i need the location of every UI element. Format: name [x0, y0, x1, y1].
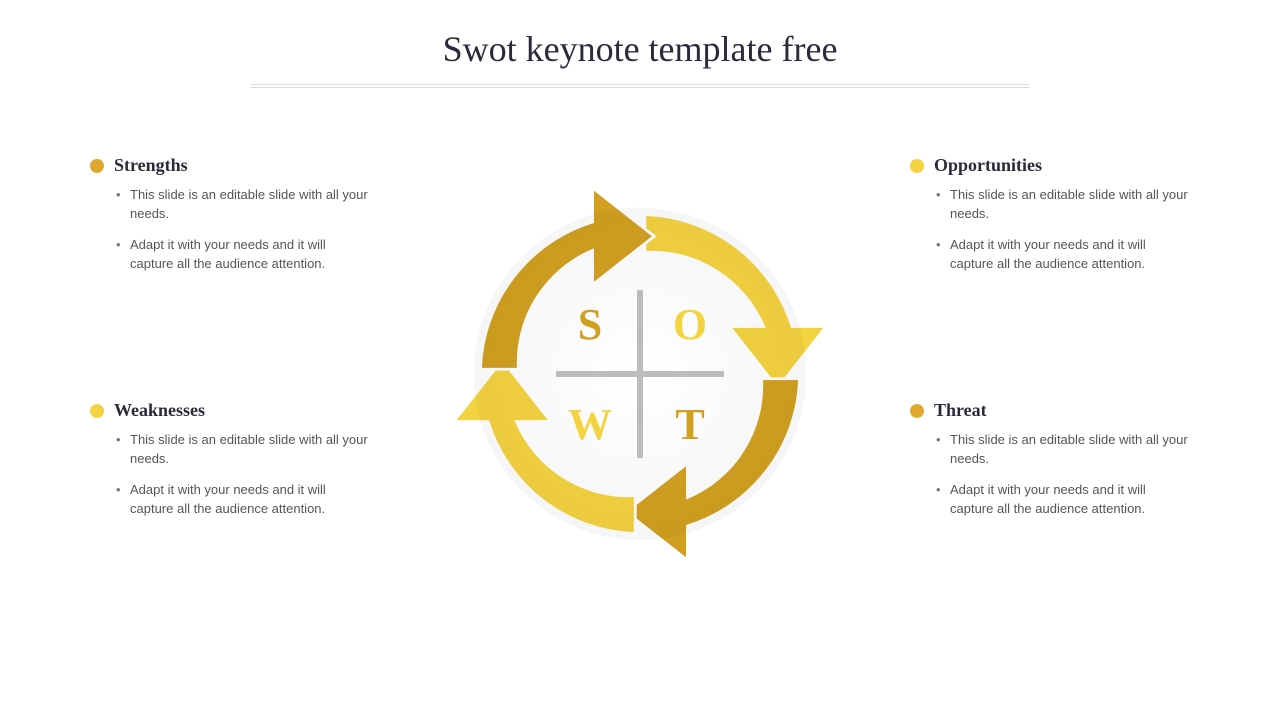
quadrant-threat: Threat This slide is an editable slide wi… [910, 400, 1190, 530]
quadrant-header: Threat [910, 400, 1190, 421]
title-divider [250, 84, 1030, 88]
quadrant-weaknesses: Weaknesses This slide is an editable slid… [90, 400, 370, 530]
letter-w: W [540, 374, 640, 474]
quadrant-bullets: This slide is an editable slide with all… [910, 186, 1190, 273]
quadrant-bullets: This slide is an editable slide with all… [90, 186, 370, 273]
quadrant-header: Weaknesses [90, 400, 370, 421]
quadrant-title: Strengths [114, 155, 188, 176]
quadrant-bullets: This slide is an editable slide with all… [90, 431, 370, 518]
letter-t: T [640, 374, 740, 474]
bullet-item: This slide is an editable slide with all… [116, 186, 370, 224]
letter-o: O [640, 274, 740, 374]
quadrant-bullets: This slide is an editable slide with all… [910, 431, 1190, 518]
quadrant-opportunities: Opportunities This slide is an editable s… [910, 155, 1190, 285]
quadrant-title: Opportunities [934, 155, 1042, 176]
bullet-dot-icon [90, 404, 104, 418]
quadrant-header: Strengths [90, 155, 370, 176]
swot-cycle-diagram: S O W T [450, 184, 830, 564]
quadrant-title: Threat [934, 400, 987, 421]
bullet-item: Adapt it with your needs and it will cap… [936, 481, 1190, 519]
bullet-dot-icon [90, 159, 104, 173]
bullet-item: This slide is an editable slide with all… [936, 431, 1190, 469]
bullet-dot-icon [910, 404, 924, 418]
bullet-item: This slide is an editable slide with all… [936, 186, 1190, 224]
quadrant-header: Opportunities [910, 155, 1190, 176]
bullet-item: Adapt it with your needs and it will cap… [116, 481, 370, 519]
bullet-dot-icon [910, 159, 924, 173]
bullet-item: Adapt it with your needs and it will cap… [116, 236, 370, 274]
slide-title: Swot keynote template free [0, 0, 1280, 84]
letter-s: S [540, 274, 640, 374]
quadrant-strengths: Strengths This slide is an editable slide… [90, 155, 370, 285]
bullet-item: This slide is an editable slide with all… [116, 431, 370, 469]
bullet-item: Adapt it with your needs and it will cap… [936, 236, 1190, 274]
quadrant-title: Weaknesses [114, 400, 205, 421]
swot-letter-grid: S O W T [540, 274, 740, 474]
